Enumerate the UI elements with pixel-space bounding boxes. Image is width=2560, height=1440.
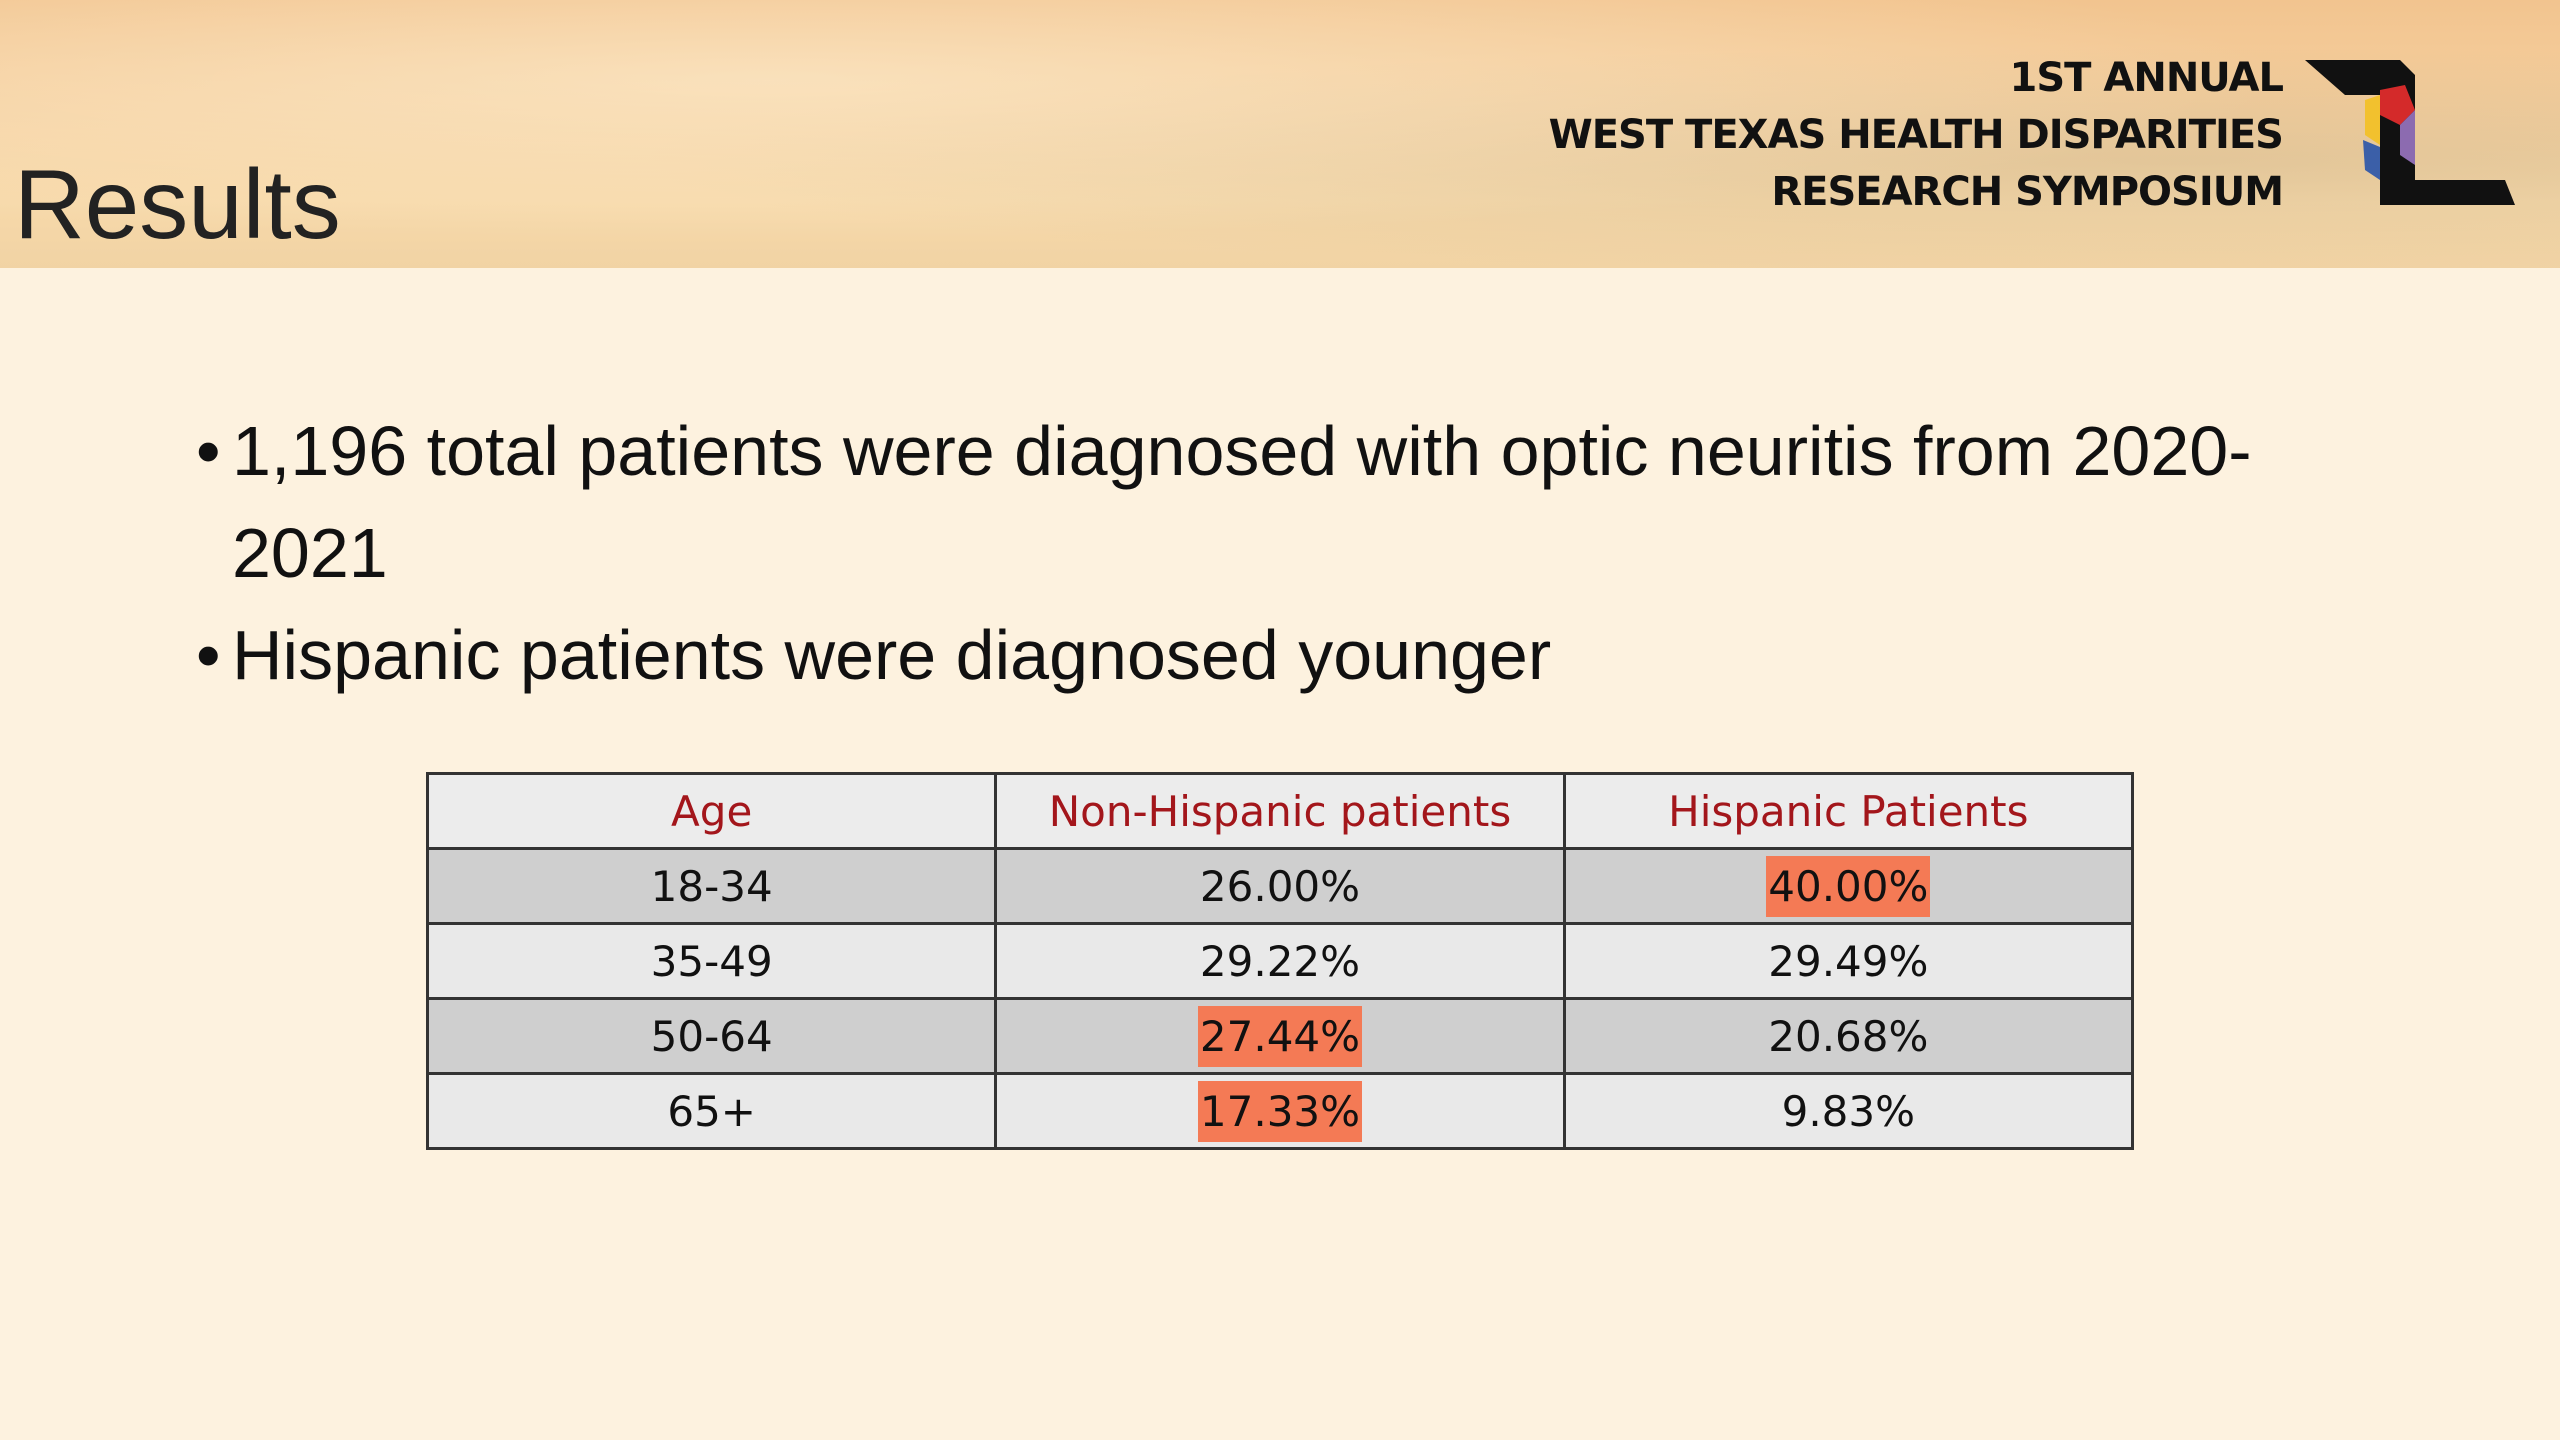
cell-text: 65+: [667, 1086, 756, 1136]
cell-text: 27.44%: [1197, 1005, 1363, 1067]
logo: [2305, 60, 2515, 205]
table-row: 50-64 27.44% 20.68%: [425, 997, 2135, 1075]
cell-text: 9.83%: [1781, 1086, 1916, 1136]
table-cell: 29.22%: [994, 922, 1566, 1000]
table-cell: 27.44%: [994, 997, 1566, 1075]
column-header: Non-Hispanic patients: [994, 772, 1566, 850]
table-cell: 17.33%: [994, 1072, 1566, 1150]
results-table: Age Non-Hispanic patients Hispanic Patient…: [425, 772, 2135, 1150]
table-row: 18-34 26.00% 40.00%: [425, 847, 2135, 925]
cell-text: 20.68%: [1768, 1011, 1929, 1061]
slide-title: Results: [14, 149, 341, 259]
table-cell: 20.68%: [1562, 997, 2135, 1075]
event-name: 1ST ANNUAL WEST TEXAS HEALTH DISPARITIES…: [1548, 50, 2284, 221]
bullet: 1,196 total patients were diagnosed with…: [196, 400, 2296, 604]
column-header: Age: [425, 772, 998, 850]
event-line: RESEARCH SYMPOSIUM: [1771, 169, 2284, 215]
cell-text: 18-34: [650, 861, 773, 911]
table-cell: 50-64: [425, 997, 998, 1075]
table-cell: 29.49%: [1562, 922, 2135, 1000]
event-line: 1ST ANNUAL: [2009, 55, 2284, 101]
cell-text: 29.49%: [1768, 936, 1929, 986]
event-line: WEST TEXAS HEALTH DISPARITIES: [1548, 112, 2284, 158]
cell-text: 40.00%: [1766, 855, 1931, 917]
cell-text: 17.33%: [1197, 1080, 1363, 1142]
table-cell: 26.00%: [994, 847, 1566, 925]
cell-text: 50-64: [650, 1011, 773, 1061]
cell-text: 35-49: [650, 936, 773, 986]
table-cell: 40.00%: [1562, 847, 2135, 925]
table-cell: 65+: [425, 1072, 998, 1150]
table-cell: 18-34: [425, 847, 998, 925]
table-cell: 9.83%: [1562, 1072, 2135, 1150]
cell-text: 29.22%: [1199, 936, 1361, 986]
header-row: Age Non-Hispanic patients Hispanic Patient…: [425, 772, 2135, 850]
table-row: 65+ 17.33% 9.83%: [425, 1072, 2135, 1150]
header-band: [0, 0, 2560, 268]
table-cell: 35-49: [425, 922, 998, 1000]
bullet-list: 1,196 total patients were diagnosed with…: [196, 400, 2296, 706]
bullet: Hispanic patients were diagnosed younger: [196, 604, 2296, 706]
column-header: Hispanic Patients: [1562, 772, 2135, 850]
table-row: 35-49 29.22% 29.49%: [425, 922, 2135, 1000]
cell-text: 26.00%: [1199, 861, 1361, 911]
